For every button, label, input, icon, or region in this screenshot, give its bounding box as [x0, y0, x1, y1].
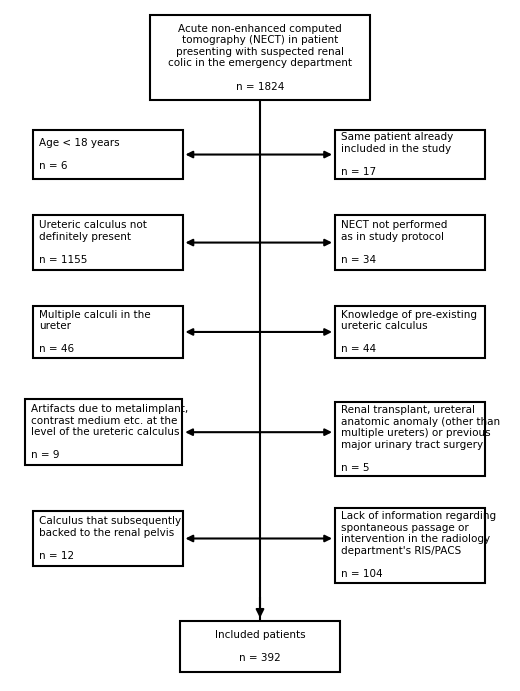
Text: Renal transplant, ureteral
anatomic anomaly (other than
multiple ureters) or pre: Renal transplant, ureteral anatomic anom… [341, 405, 500, 473]
FancyBboxPatch shape [335, 508, 485, 583]
Text: NECT not performed
as in study protocol

n = 34: NECT not performed as in study protocol … [341, 220, 447, 265]
FancyBboxPatch shape [335, 305, 485, 359]
Text: Multiple calculi in the
ureter

n = 46: Multiple calculi in the ureter n = 46 [39, 310, 150, 354]
Text: Artifacts due to metalimplant,
contrast medium etc. at the
level of the ureteric: Artifacts due to metalimplant, contrast … [31, 404, 188, 460]
Text: Included patients

n = 392: Included patients n = 392 [215, 630, 305, 663]
Text: Age < 18 years

n = 6: Age < 18 years n = 6 [39, 138, 120, 171]
Text: Knowledge of pre-existing
ureteric calculus

n = 44: Knowledge of pre-existing ureteric calcu… [341, 310, 477, 354]
Text: Acute non-enhanced computed
tomography (NECT) in patient
presenting with suspect: Acute non-enhanced computed tomography (… [168, 23, 352, 92]
FancyBboxPatch shape [33, 511, 183, 566]
FancyBboxPatch shape [25, 399, 183, 465]
Text: Calculus that subsequently
backed to the renal pelvis

n = 12: Calculus that subsequently backed to the… [39, 516, 181, 561]
FancyBboxPatch shape [33, 130, 183, 179]
FancyBboxPatch shape [335, 130, 485, 179]
Text: Ureteric calculus not
definitely present

n = 1155: Ureteric calculus not definitely present… [39, 220, 147, 265]
FancyBboxPatch shape [335, 215, 485, 270]
FancyBboxPatch shape [335, 401, 485, 476]
FancyBboxPatch shape [180, 621, 340, 672]
FancyBboxPatch shape [33, 215, 183, 270]
FancyBboxPatch shape [33, 305, 183, 359]
Text: Same patient already
included in the study

n = 17: Same patient already included in the stu… [341, 132, 453, 177]
FancyBboxPatch shape [150, 15, 370, 100]
Text: Lack of information regarding
spontaneous passage or
intervention in the radiolo: Lack of information regarding spontaneou… [341, 511, 496, 579]
